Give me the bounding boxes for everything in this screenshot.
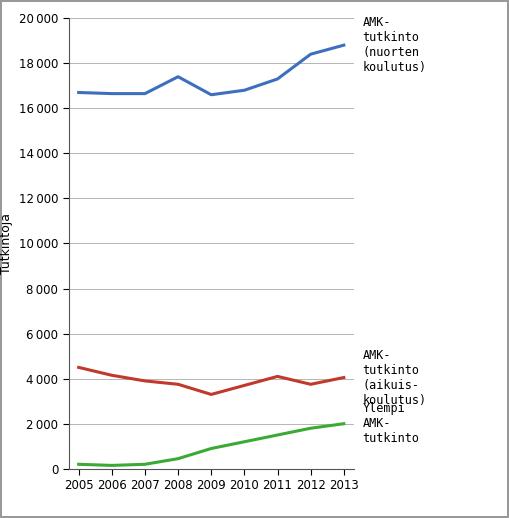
Text: AMK-
tutkinto
(nuorten
koulutus): AMK- tutkinto (nuorten koulutus) xyxy=(362,16,427,74)
Text: Ylempi
AMK-
tutkinto: Ylempi AMK- tutkinto xyxy=(362,402,419,445)
Text: AMK-
tutkinto
(aikuis-
koulutus): AMK- tutkinto (aikuis- koulutus) xyxy=(362,349,427,407)
Y-axis label: Tutkintoja: Tutkintoja xyxy=(0,213,13,274)
